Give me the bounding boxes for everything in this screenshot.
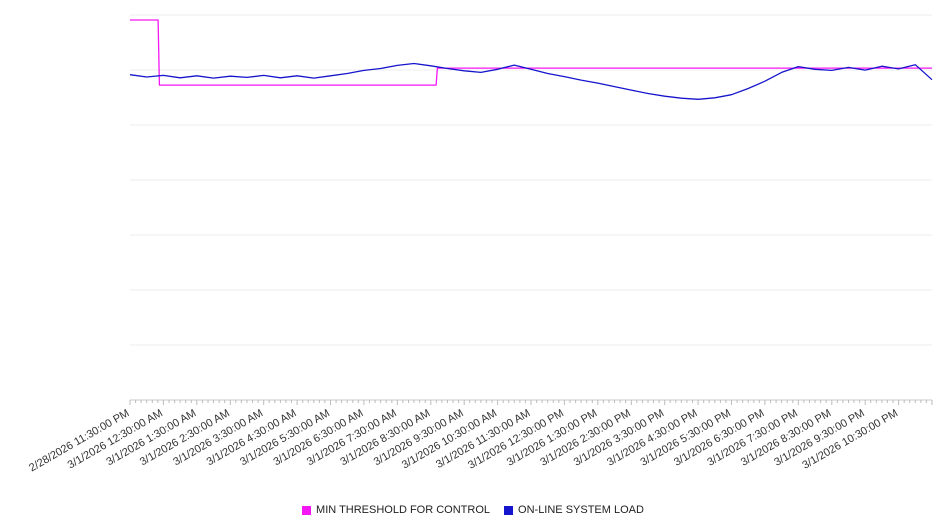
legend-label-min-threshold: MIN THRESHOLD FOR CONTROL [316,504,491,516]
chart-legend: MIN THRESHOLD FOR CONTROL ON-LINE SYSTEM… [0,504,946,516]
legend-swatch-magenta [302,505,312,515]
series-line-on-line-system-load [129,62,933,100]
legend-item-min-threshold[interactable]: MIN THRESHOLD FOR CONTROL [302,504,490,516]
legend-label-system-load: ON-LINE SYSTEM LOAD [518,504,644,516]
line-chart: 2/28/2026 11:30:00 PM3/1/2026 12:30:00 A… [27,14,933,474]
series-line-min-threshold-for-control [130,19,932,86]
legend-item-system-load[interactable]: ON-LINE SYSTEM LOAD [504,504,644,516]
legend-swatch-blue [504,505,514,515]
